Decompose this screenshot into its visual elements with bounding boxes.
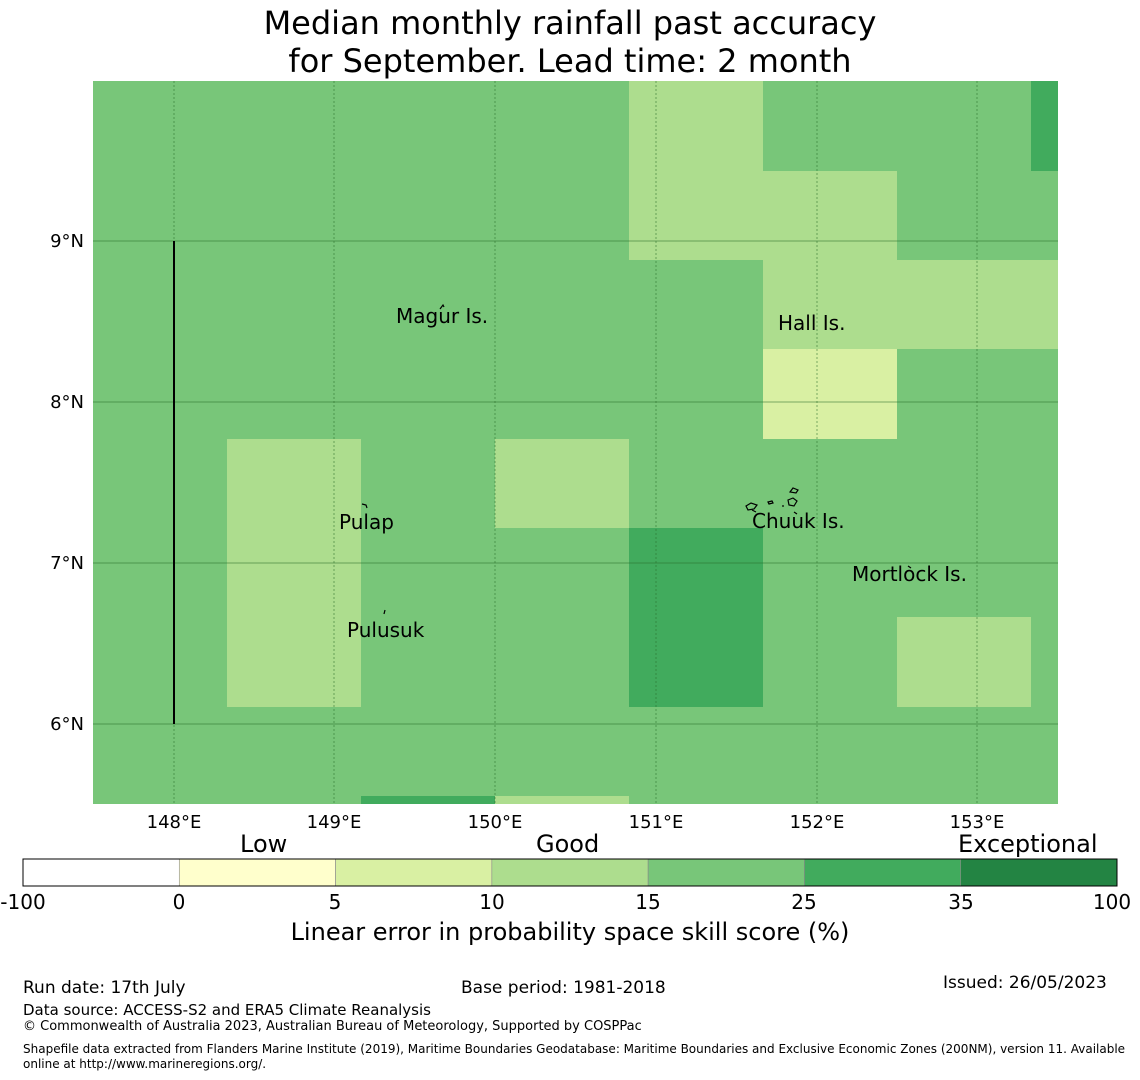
- place-label-hall: Hall Is.: [778, 311, 845, 335]
- chart-title: Median monthly rainfall past accuracy fo…: [0, 4, 1140, 80]
- run-date: Run date: 17th July: [23, 978, 186, 998]
- title-line-2: for September. Lead time: 2 month: [288, 42, 852, 80]
- shapefile-credit-line-1: Shapefile data extracted from Flanders M…: [23, 1042, 1126, 1056]
- cell-band-25-35: [1031, 81, 1058, 171]
- cell-band-25-35: [361, 796, 495, 804]
- title-line-1: Median monthly rainfall past accuracy: [263, 4, 877, 42]
- place-labels: Magur Is. Hall Is. Pulap Chuuk Is. Mortl…: [339, 304, 967, 642]
- colorbar-swatches: [22, 858, 1118, 887]
- gridlines: [93, 240, 1058, 725]
- cell-band-10-15: [763, 260, 1058, 349]
- colorbar: [22, 858, 1118, 887]
- island-outlines: [361, 303, 912, 615]
- lat-tick-label: 9°N: [50, 231, 84, 252]
- place-label-pulap: Pulap: [339, 510, 394, 534]
- colorbar-category-exceptional: Exceptional: [958, 830, 1098, 858]
- place-label-chuuk: Chuuk Is.: [752, 509, 845, 533]
- cell-band-10-15: [227, 439, 361, 707]
- lat-tick-label: 6°N: [50, 714, 84, 735]
- colorbar-category-good: Good: [536, 830, 600, 858]
- lon-tick-label: 148°E: [147, 812, 202, 830]
- place-label-pulusuk: Pulusuk: [347, 618, 425, 642]
- place-label-mortlock: Mortlock Is.: [852, 562, 967, 586]
- colorbar-swatch: [335, 858, 493, 887]
- colorbar-tick-label: 25: [791, 890, 817, 914]
- lon-tick-label: 149°E: [307, 812, 362, 830]
- colorbar-tick-label: 35: [948, 890, 974, 914]
- lon-tick-label: 153°E: [950, 812, 1005, 830]
- colorbar-swatch: [647, 858, 805, 887]
- colorbar-tick-label: 100: [1092, 890, 1132, 914]
- skill-cells: [227, 81, 1058, 804]
- cell-band-10-15: [629, 171, 897, 260]
- lat-tick-label: 8°N: [50, 392, 84, 413]
- colorbar-swatch: [960, 858, 1118, 887]
- colorbar-category-low: Low: [240, 830, 288, 858]
- colorbar-frame: [22, 858, 1118, 887]
- place-label-magur: Magur Is.: [396, 304, 488, 328]
- base-period: Base period: 1981-2018: [461, 978, 666, 998]
- colorbar-tick-label: 5: [328, 890, 342, 914]
- lon-tick-label: 150°E: [468, 812, 523, 830]
- colorbar-tick-label: 15: [635, 890, 661, 914]
- map-panel: 148°E 149°E 150°E 151°E 152°E 153°E 9°N …: [50, 81, 1058, 830]
- colorbar-tick-label: 10: [479, 890, 505, 914]
- cell-band-10-15: [495, 439, 629, 528]
- issued-date: Issued: 26/05/2023: [943, 973, 1107, 993]
- cell-band-10-15: [495, 796, 629, 804]
- colorbar-label: Linear error in probability space skill …: [290, 918, 850, 946]
- cell-band-10-15: [897, 617, 1031, 707]
- data-source: Data source: ACCESS-S2 and ERA5 Climate …: [23, 1001, 431, 1019]
- lon-tick-label: 152°E: [790, 812, 845, 830]
- colorbar-swatch: [178, 858, 336, 887]
- lat-tick-label: 7°N: [50, 553, 84, 574]
- cell-band-10-15: [629, 81, 763, 171]
- colorbar-swatch: [22, 858, 180, 887]
- copyright-notice: © Commonwealth of Australia 2023, Austra…: [23, 1019, 642, 1034]
- lat-tick-labels: 9°N 8°N 7°N 6°N: [50, 231, 84, 735]
- lon-tick-label: 151°E: [629, 812, 684, 830]
- cell-band-5-10: [763, 349, 897, 439]
- shapefile-credit-line-2: online at http://www.marineregions.org/.: [23, 1057, 267, 1071]
- colorbar-tick-label: 0: [172, 890, 186, 914]
- colorbar-tick-label: -100: [0, 890, 46, 914]
- colorbar-swatch: [804, 858, 962, 887]
- colorbar-swatch: [491, 858, 649, 887]
- cell-band-25-35: [629, 528, 763, 707]
- lon-tick-labels: 148°E 149°E 150°E 151°E 152°E 153°E: [147, 812, 1005, 830]
